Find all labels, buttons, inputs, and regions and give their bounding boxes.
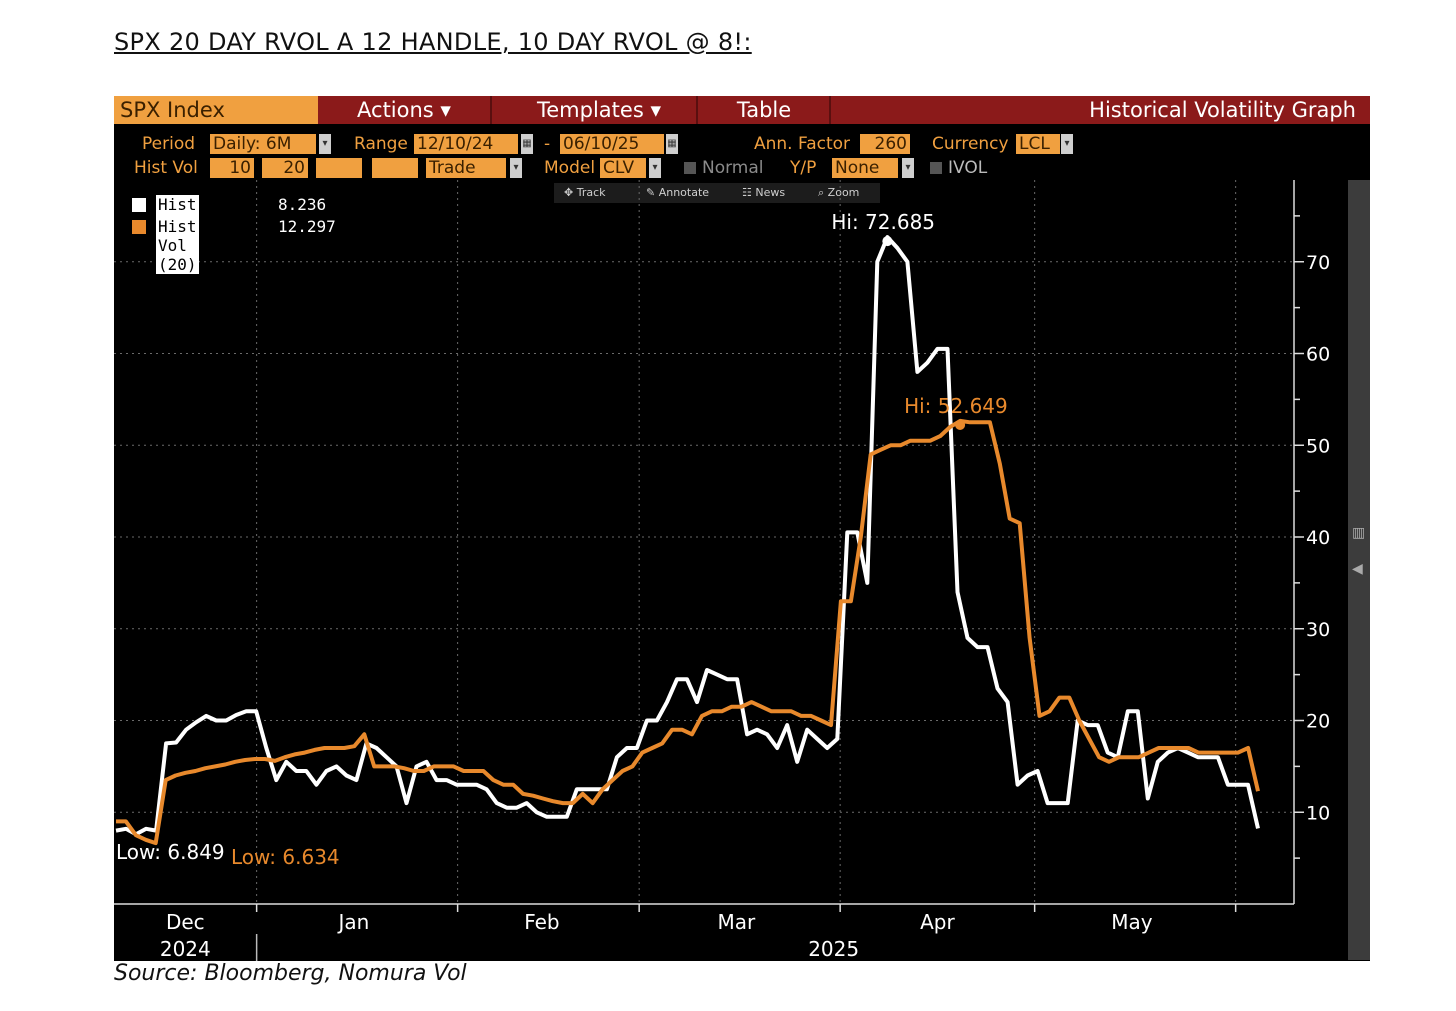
- graph-title: Historical Volatility Graph: [1089, 98, 1356, 122]
- chevron-down-icon[interactable]: ▾: [902, 158, 914, 178]
- zoom-tool[interactable]: ⌕ Zoom: [818, 186, 860, 199]
- templates-menu[interactable]: Templates ▾: [537, 98, 661, 122]
- ticker-field[interactable]: SPX Index: [114, 96, 318, 124]
- annotate-tool[interactable]: ✎ Annotate: [646, 186, 710, 199]
- y-tick-label: 10: [1306, 802, 1330, 824]
- ivol-checkbox[interactable]: [930, 162, 942, 174]
- trade-select[interactable]: Trade: [426, 158, 506, 178]
- chevron-down-icon[interactable]: ▾: [510, 158, 522, 178]
- y-tick-label: 20: [1306, 711, 1330, 733]
- period-label: Period: [142, 134, 196, 154]
- y-tick-label: 60: [1306, 344, 1330, 366]
- y-tick-label: 30: [1306, 619, 1330, 641]
- x-month-label: Feb: [524, 910, 559, 934]
- model-label: Model: [544, 158, 596, 178]
- hi-marker-orange: [955, 419, 966, 430]
- chart-toolbar: ✥ Track ✎ Annotate ☷ News ⌕ Zoom: [554, 183, 880, 203]
- legend-value: 8.236: [278, 195, 327, 214]
- x-month-label: Apr: [920, 910, 955, 934]
- volatility-chart: 10 20 30 40 50 60 70 Dec Jan Feb Mar Apr May 2024 2025…: [114, 180, 1330, 961]
- period-select[interactable]: Daily: 6M: [210, 134, 316, 154]
- ann-factor-label: Ann. Factor: [754, 134, 851, 154]
- normal-label: Normal: [702, 158, 764, 178]
- hist-vol-4-field[interactable]: [372, 158, 418, 178]
- range-separator: -: [544, 134, 551, 154]
- news-tool[interactable]: ☷ News: [742, 186, 786, 199]
- range-start-field[interactable]: 12/10/24: [414, 134, 518, 154]
- currency-select[interactable]: LCL: [1016, 134, 1060, 154]
- x-month-label: May: [1111, 910, 1153, 934]
- x-year-label: 2024: [160, 937, 211, 961]
- y-tick-label: 70: [1306, 252, 1330, 274]
- headline: SPX 20 DAY RVOL A 12 HANDLE, 10 DAY RVOL…: [114, 28, 752, 56]
- chevron-down-icon[interactable]: ▾: [1061, 134, 1073, 154]
- y-tick-label: 40: [1306, 527, 1330, 549]
- chevron-down-icon[interactable]: ▾: [649, 158, 661, 178]
- menu-separator: [829, 96, 831, 124]
- hi-annotation-white: Hi: 72.685: [831, 210, 935, 234]
- table-menu[interactable]: Table: [736, 98, 792, 122]
- right-scrollbar[interactable]: ▥ ◀: [1348, 180, 1370, 960]
- normal-checkbox[interactable]: [684, 162, 696, 174]
- calendar-icon[interactable]: ▦: [666, 134, 678, 154]
- model-select[interactable]: CLV: [600, 158, 646, 178]
- calendar-icon[interactable]: ▦: [521, 134, 533, 154]
- hist-vol-3-field[interactable]: [316, 158, 362, 178]
- legend-swatch-orange: [132, 220, 146, 234]
- x-month-label: Jan: [336, 910, 369, 934]
- y-tick-label: 50: [1306, 435, 1330, 457]
- actions-menu[interactable]: Actions ▾: [357, 98, 451, 122]
- hist-vol-2-field[interactable]: 20: [262, 158, 308, 178]
- source-note: Source: Bloomberg, Nomura Vol: [114, 961, 467, 986]
- hi-marker-white: [882, 236, 893, 247]
- series-line-hist-vol-20: [116, 418, 1260, 846]
- menu-separator: [490, 96, 492, 124]
- legend-value: 12.297: [278, 217, 336, 236]
- ann-factor-field[interactable]: 260: [860, 134, 910, 154]
- x-month-label: Mar: [718, 910, 757, 934]
- yp-select[interactable]: None: [832, 158, 898, 178]
- legend-name: Hist Vol (20): [156, 217, 199, 274]
- hist-vol-label: Hist Vol: [134, 158, 198, 178]
- track-tool[interactable]: ✥ Track: [564, 186, 606, 199]
- chevron-down-icon[interactable]: ▾: [319, 134, 331, 154]
- range-end-field[interactable]: 06/10/25: [560, 134, 664, 154]
- hist-vol-1-field[interactable]: 10: [210, 158, 254, 178]
- low-annotation-orange: Low: 6.634: [231, 845, 340, 869]
- x-year-label: 2025: [808, 937, 859, 961]
- menu-bar: SPX Index Actions ▾ Templates ▾ Table Hi…: [114, 96, 1370, 124]
- low-annotation-white: Low: 6.849: [116, 840, 225, 864]
- bloomberg-chart-panel: SPX Index Actions ▾ Templates ▾ Table Hi…: [114, 96, 1370, 961]
- hi-annotation-orange: Hi: 52.649: [904, 394, 1008, 418]
- currency-label: Currency: [932, 134, 1009, 154]
- yp-label: Y/P: [790, 158, 817, 178]
- legend-swatch-white: [132, 198, 146, 212]
- menu-separator: [696, 96, 698, 124]
- collapse-left-icon[interactable]: ◀: [1352, 560, 1363, 576]
- range-label: Range: [354, 134, 408, 154]
- series-line-hist-vol-10: [115, 235, 1260, 837]
- x-month-label: Dec: [166, 910, 205, 934]
- bar-chart-icon[interactable]: ▥: [1352, 524, 1366, 540]
- ivol-label: IVOL: [948, 158, 988, 178]
